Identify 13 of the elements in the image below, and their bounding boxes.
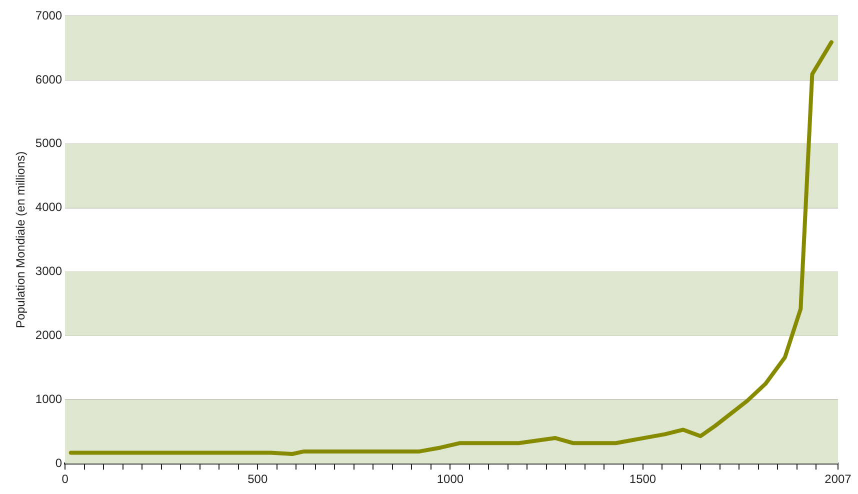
x-tick-label: 500 (248, 472, 268, 486)
y-tick-label: 6000 (35, 72, 62, 86)
y-tick-label: 7000 (35, 8, 62, 22)
y-tick-label: 0 (55, 456, 62, 470)
y-tick-label: 1000 (35, 392, 62, 406)
y-tick-label: 2000 (35, 328, 62, 342)
x-tick-label: 2007 (824, 472, 852, 486)
x-tick-label: 1500 (629, 472, 656, 486)
y-tick-label: 3000 (35, 264, 62, 278)
y-tick-label: 5000 (35, 136, 62, 150)
x-tick-label: 1000 (436, 472, 464, 486)
y-axis-title: Population Mondiale (en millions) (14, 151, 28, 328)
y-tick-label: 4000 (35, 200, 62, 214)
